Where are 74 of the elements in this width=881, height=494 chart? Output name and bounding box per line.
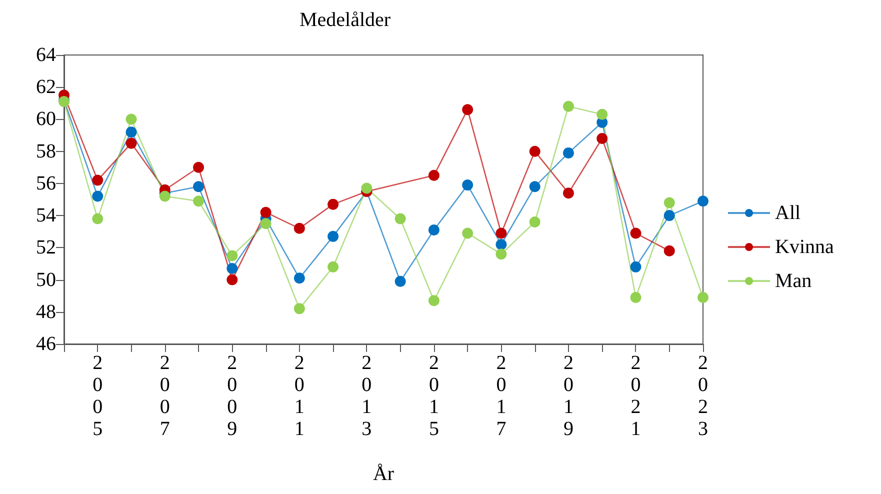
point [226, 250, 238, 262]
point [496, 228, 507, 239]
point [562, 188, 574, 199]
point [529, 146, 540, 157]
point [428, 224, 440, 236]
point [260, 218, 272, 230]
legend-label: All [775, 202, 801, 224]
point [630, 261, 642, 272]
point [428, 170, 440, 181]
point [462, 228, 474, 239]
point [361, 182, 372, 194]
y-tick-label: 64 [36, 44, 56, 66]
point [226, 274, 238, 286]
chart-title: Medelålder [299, 9, 391, 31]
point [596, 108, 608, 120]
y-tick-label: 54 [36, 204, 56, 227]
x-tick-label: 2015 [428, 352, 439, 440]
point [664, 210, 675, 222]
point [328, 261, 339, 272]
y-tick-label: 50 [36, 268, 56, 291]
point [664, 245, 675, 256]
point [664, 197, 675, 208]
point [193, 162, 204, 173]
point [226, 263, 238, 274]
y-tick-label: 52 [36, 236, 56, 259]
x-tick-label: 2021 [630, 352, 641, 440]
point [394, 276, 406, 287]
point [193, 196, 204, 207]
point [294, 222, 305, 234]
point [126, 138, 137, 149]
point [126, 126, 137, 138]
point [562, 147, 574, 158]
y-tick-label: 46 [36, 333, 56, 355]
point [159, 190, 170, 202]
x-tick-label: 2007 [160, 352, 170, 440]
point [596, 132, 608, 144]
x-axis-title: År [372, 463, 394, 485]
point [496, 238, 507, 250]
point [462, 104, 474, 116]
y-tick-label: 48 [36, 300, 56, 323]
point [92, 213, 104, 224]
point [630, 228, 642, 239]
point [328, 230, 339, 242]
point [328, 198, 339, 210]
x-tick-label: 2011 [294, 352, 304, 440]
legend-label: Kvinna [775, 236, 834, 258]
y-tick-label: 62 [36, 76, 56, 98]
legend-label: Man [775, 270, 812, 292]
point [92, 174, 104, 186]
point [529, 216, 540, 228]
point [260, 206, 272, 218]
y-tick-label: 60 [36, 108, 56, 130]
point [294, 303, 305, 314]
point [630, 292, 642, 303]
x-tick-label: 2009 [227, 352, 238, 440]
x-tick-label: 2005 [92, 352, 103, 440]
x-tick-label: 2023 [698, 352, 708, 440]
point [92, 190, 104, 202]
point [294, 272, 305, 284]
y-tick-label: 58 [36, 140, 56, 162]
point [496, 248, 507, 260]
point [462, 180, 474, 191]
point [698, 292, 708, 303]
point [126, 114, 137, 125]
point [698, 196, 708, 207]
y-tick-label: 56 [36, 172, 56, 194]
point [428, 295, 440, 306]
point [193, 181, 204, 192]
point [394, 213, 406, 224]
x-tick-label: 2017 [496, 352, 506, 440]
point [562, 100, 574, 112]
x-tick-label: 2019 [563, 352, 574, 440]
point [529, 181, 540, 192]
x-tick-label: 2013 [362, 352, 372, 440]
